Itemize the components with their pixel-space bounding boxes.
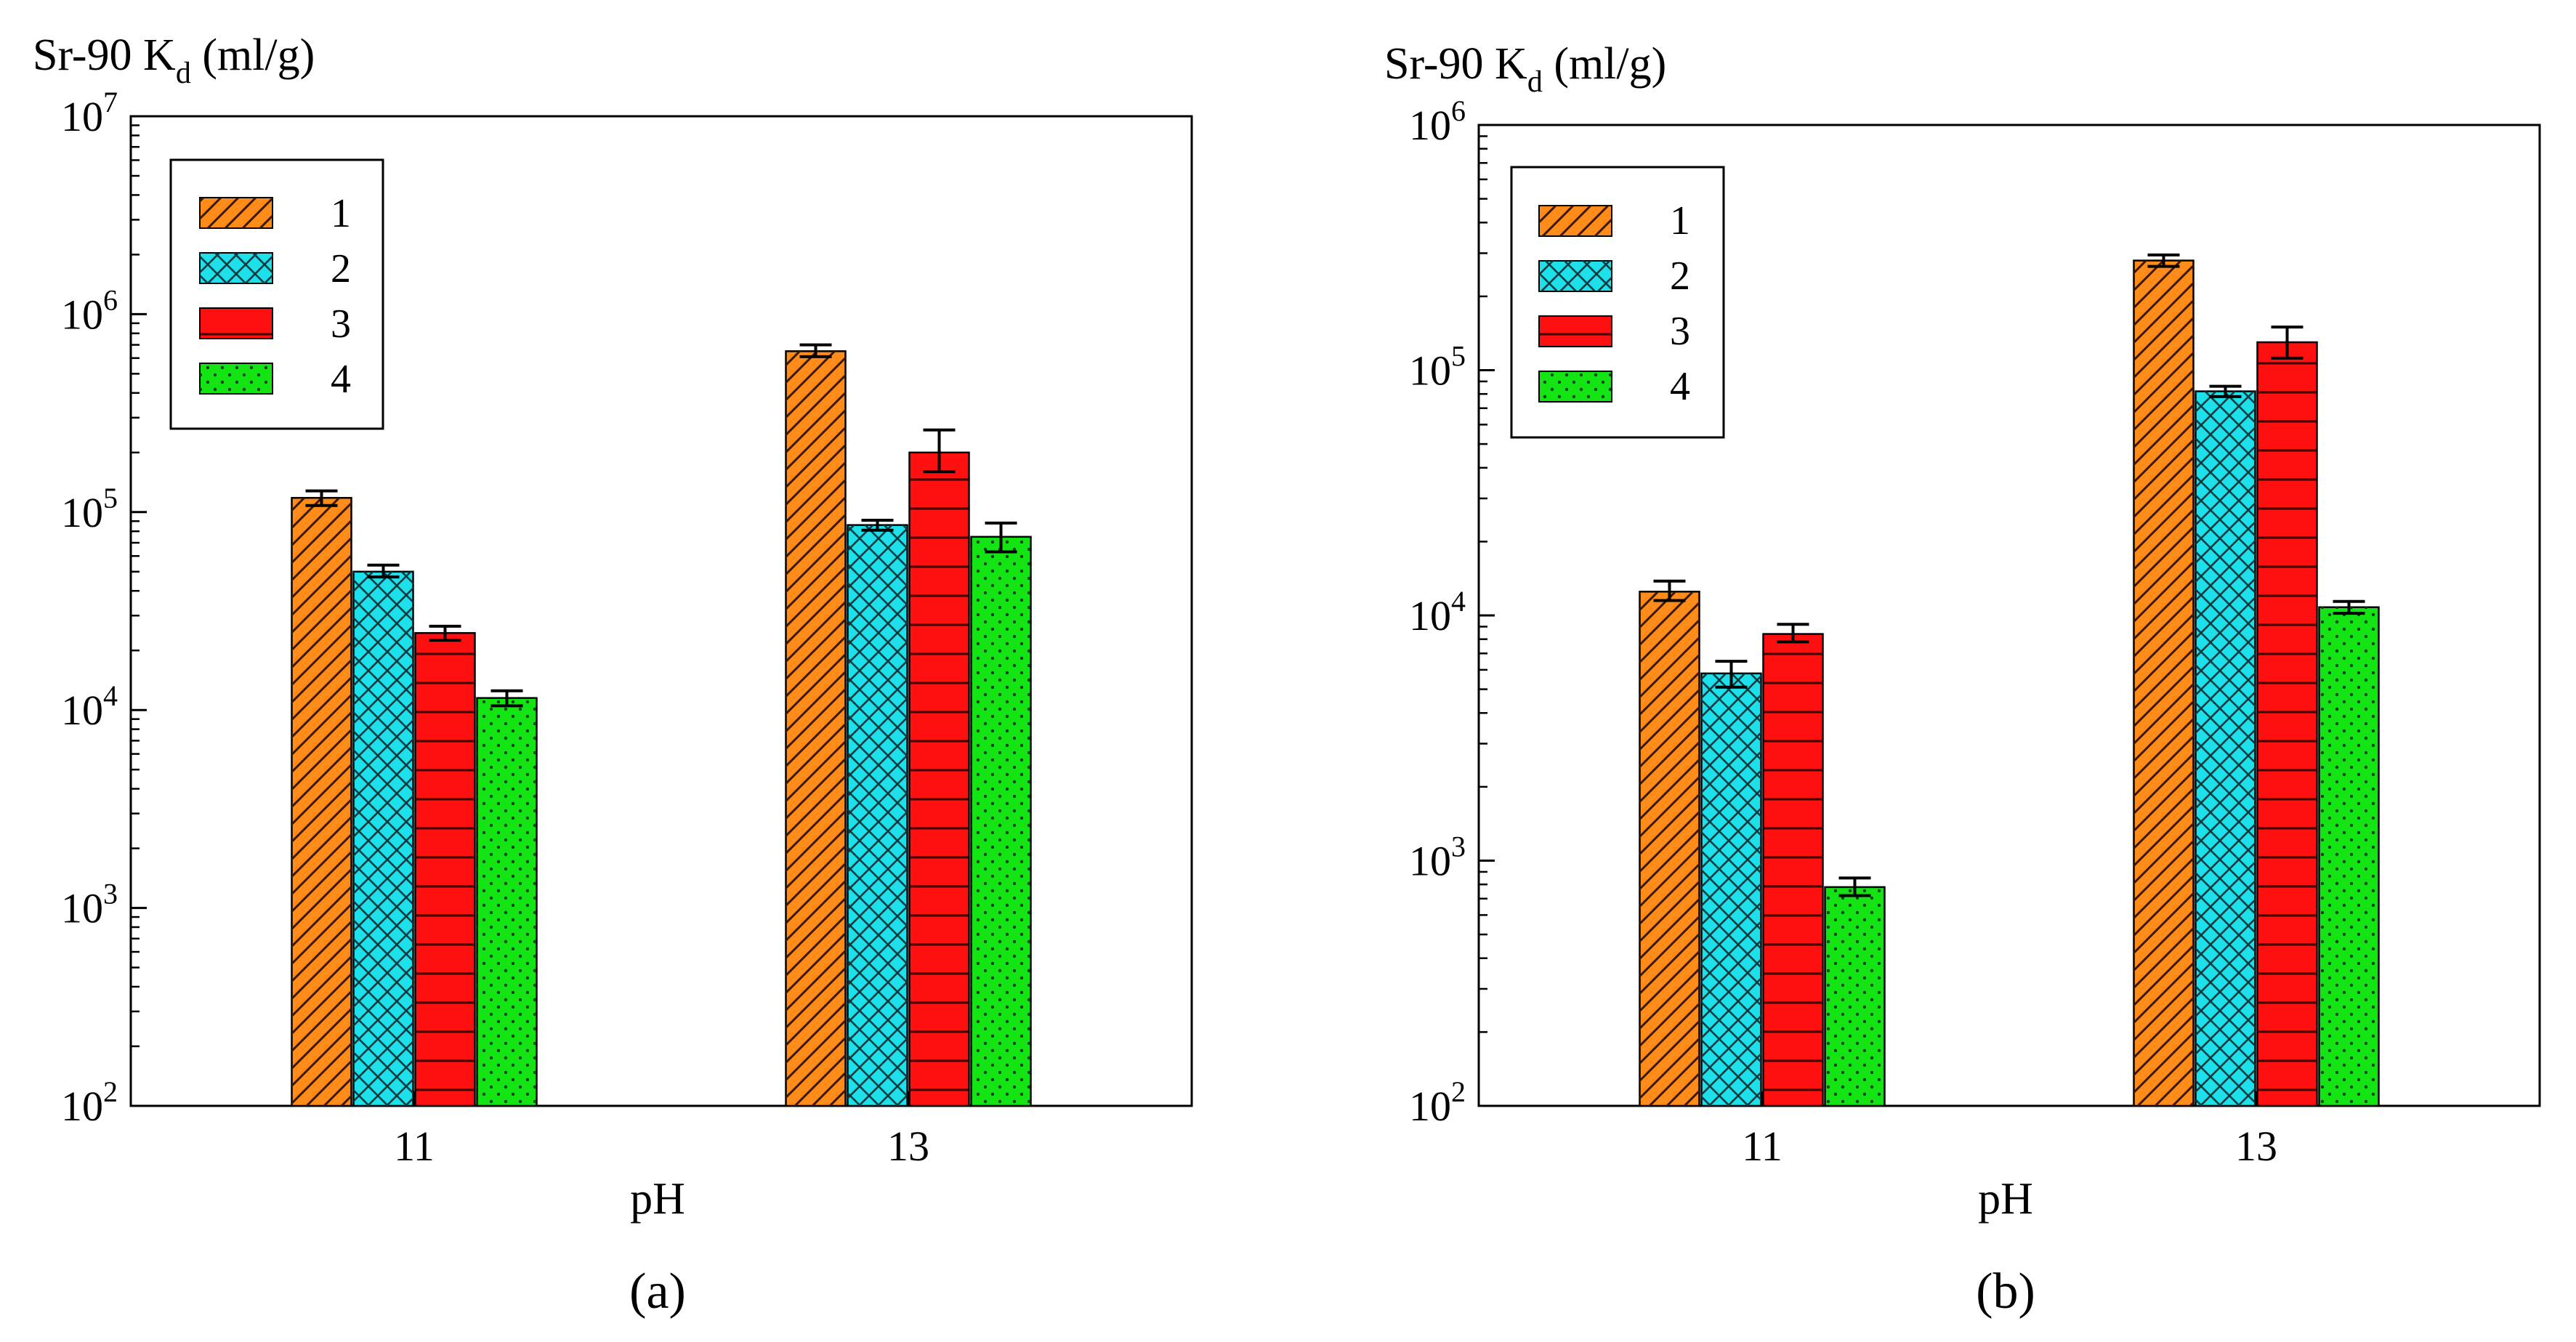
panel-b-y-axis: 102 103 104 105 106	[1409, 94, 1495, 1130]
panel-a-x-axis: 11 13	[394, 1091, 929, 1170]
panel-a-ytick-label: 102	[61, 1075, 118, 1130]
panel-b-bar-pattern-s2-11	[1701, 673, 1761, 1106]
panel-b-bars	[1639, 259, 2380, 1107]
panel-b-bar-pattern-s3-11	[1763, 634, 1823, 1106]
panel-a-legend-label-1: 1	[331, 191, 351, 236]
panel-a-bar-pattern-s1-13	[786, 351, 846, 1106]
panel-a-bar-pattern-s2-13	[847, 525, 908, 1106]
panel-b-legend-label-4: 4	[1670, 364, 1690, 409]
panel-a-plot-area	[129, 115, 1193, 1107]
panel-b-legend-swatch-3-pattern	[1539, 316, 1612, 347]
panel-b-bar-pattern-s4-13	[2319, 607, 2379, 1106]
panel-a-legend-label-3: 3	[331, 302, 351, 347]
panel-a-legend-label-2: 2	[331, 246, 351, 291]
panel-a-ytick-label: 106	[61, 283, 118, 338]
panel-a-caption: (a)	[629, 1264, 686, 1319]
panel-a-xtick-label: 11	[394, 1123, 435, 1170]
panel-a-legend-swatch-3-pattern	[200, 308, 272, 339]
panel-b-legend-swatch-2-pattern	[1539, 261, 1612, 291]
panel-b-legend: 1 2 3 4	[1510, 166, 1725, 439]
panel-a-legend-swatch-2-pattern	[200, 253, 272, 283]
panel-b-bar-pattern-s2-13	[2195, 391, 2256, 1106]
panel-b-legend-label-1: 1	[1670, 198, 1690, 243]
panel-a-xlabel: pH	[630, 1174, 685, 1224]
panel-b-ytick-label: 103	[1409, 830, 1466, 885]
panel-b-x-axis: 11 13	[1742, 1091, 2277, 1170]
panel-b-errorbars	[1653, 253, 2365, 897]
panel-a-legend-swatch-1-pattern	[200, 198, 272, 228]
panel-a-bar-pattern-s4-11	[477, 698, 537, 1106]
panel-b-ytick-label: 104	[1409, 585, 1466, 639]
panel-a-legend-label-4: 4	[331, 357, 351, 402]
panel-b-legend-label-2: 2	[1670, 254, 1690, 299]
panel-b-legend-swatch-1-pattern	[1539, 206, 1612, 236]
panel-a-bar-pattern-s3-13	[909, 452, 969, 1106]
panel-b-ytick-label: 102	[1409, 1075, 1466, 1130]
panel-b-ylabel: Sr-90 Kd (ml/g)	[1384, 39, 1666, 99]
panel-b-bar-pattern-s1-11	[1639, 591, 1700, 1106]
panel-a-bars	[291, 350, 1032, 1107]
panel-b-ytick-label: 106	[1409, 94, 1466, 149]
panel-a-bar-pattern-s3-11	[415, 633, 475, 1106]
panel-a-ytick-label: 104	[61, 679, 118, 734]
panel-b-xtick-label: 13	[2235, 1123, 2277, 1170]
panel-b-bar-pattern-s3-13	[2257, 342, 2317, 1106]
panel-a-errorbars	[305, 343, 1017, 708]
panel-a-ytick-label: 103	[61, 878, 118, 932]
panel-a-bar-pattern-s1-11	[291, 498, 352, 1106]
panel-a-ytick-label: 105	[61, 482, 118, 536]
panel-b-ytick-label: 105	[1409, 340, 1466, 395]
panel-a-legend-swatch-4-pattern	[200, 363, 272, 394]
panel-b-bar-pattern-s4-11	[1825, 886, 1885, 1106]
panel-b-xlabel: pH	[1978, 1174, 2033, 1224]
panel-b-xtick-label: 11	[1742, 1123, 1782, 1170]
panel-b-caption: (b)	[1976, 1264, 2035, 1319]
panel-a-y-axis: 102 103 104 105 106 107	[61, 86, 147, 1130]
panel-a-ytick-label: 107	[61, 86, 118, 140]
panel-b-legend-swatch-4-pattern	[1539, 371, 1612, 402]
panel-a-legend: 1 2 3 4	[169, 158, 384, 430]
panel-b-legend-label-3: 3	[1670, 309, 1690, 354]
panel-a-bar-pattern-s2-11	[353, 571, 413, 1106]
panel-b-bar-pattern-s1-13	[2133, 260, 2194, 1106]
panel-a-xtick-label: 13	[887, 1123, 929, 1170]
panel-a-bar-pattern-s4-13	[971, 536, 1031, 1106]
panel-a-ylabel: Sr-90 Kd (ml/g)	[33, 31, 315, 90]
